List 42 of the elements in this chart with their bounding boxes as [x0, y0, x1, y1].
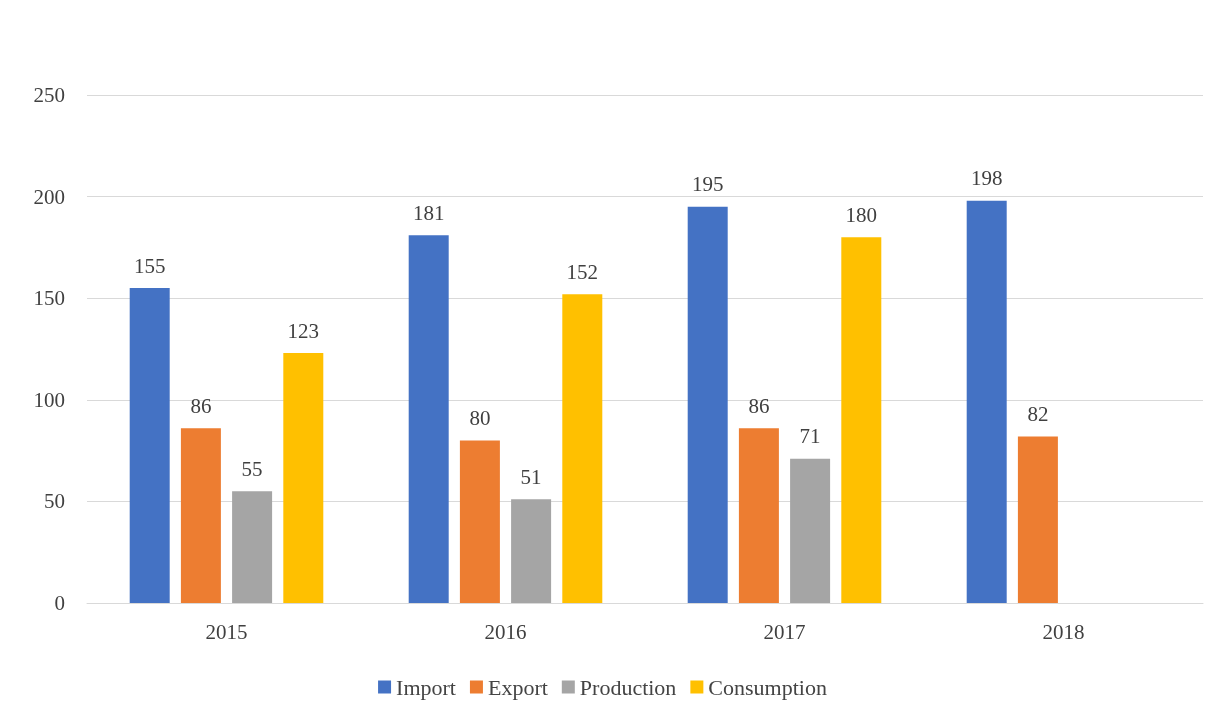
bar	[966, 200, 1007, 603]
bar	[459, 440, 500, 603]
data-label: 86	[190, 393, 212, 418]
data-label: 180	[845, 202, 878, 227]
y-tick-label: 0	[54, 591, 65, 615]
y-tick-label: 150	[33, 286, 65, 311]
y-tick-label: 200	[33, 184, 65, 209]
bar	[180, 428, 221, 603]
legend-label: Export	[487, 674, 548, 700]
bar	[562, 294, 603, 603]
data-label: 80	[469, 405, 491, 430]
data-label: 198	[970, 166, 1003, 191]
data-label: 195	[691, 172, 724, 197]
bar	[687, 206, 728, 603]
data-label: 71	[799, 424, 821, 449]
bar	[1017, 436, 1058, 603]
data-label: 55	[241, 456, 263, 481]
data-label: 82	[1027, 401, 1049, 426]
legend-label: Consumption	[708, 674, 827, 700]
x-tick-label: 2016	[484, 619, 527, 644]
bar	[129, 288, 170, 603]
bar	[841, 237, 882, 603]
data-label: 51	[520, 464, 542, 489]
bar	[738, 428, 779, 603]
x-tick-label: 2015	[205, 619, 248, 644]
bar	[232, 491, 273, 603]
y-tick-label: 50	[44, 489, 65, 514]
x-tick-label: 2017	[763, 619, 806, 644]
y-tick-label: 250	[33, 83, 65, 107]
data-label: 86	[748, 393, 770, 418]
data-label: 155	[133, 253, 166, 278]
bar	[408, 235, 449, 603]
x-tick-label: 2018	[1042, 619, 1085, 644]
bar	[511, 499, 552, 603]
bar	[283, 353, 324, 603]
data-label: 152	[566, 259, 599, 284]
y-tick-label: 100	[33, 387, 65, 412]
legend-label: Import	[396, 674, 456, 700]
data-label: 123	[287, 318, 320, 343]
data-label: 181	[412, 200, 445, 225]
legend-label: Production	[579, 674, 677, 700]
bar	[790, 458, 831, 603]
